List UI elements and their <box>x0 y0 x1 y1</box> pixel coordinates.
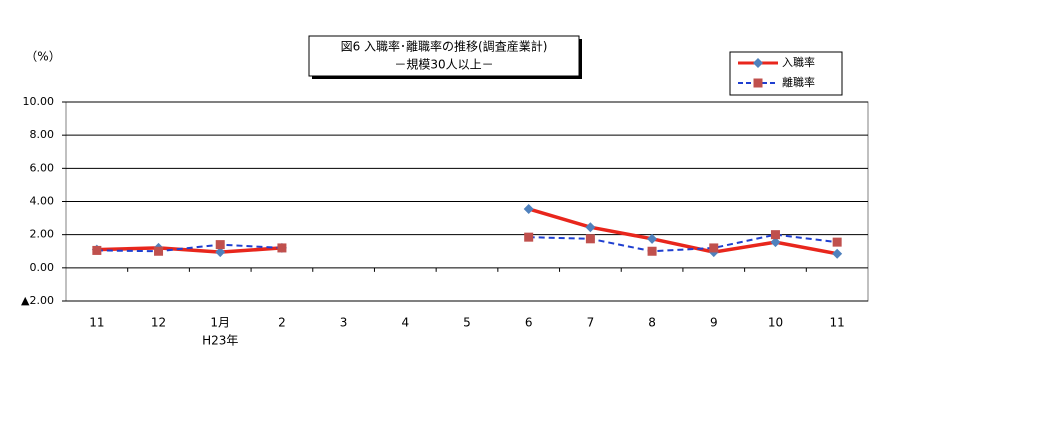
marker <box>832 237 842 247</box>
x-tick-label: 9 <box>710 316 718 330</box>
marker <box>277 243 287 253</box>
title-box <box>308 35 580 77</box>
x-tick-label: 7 <box>587 316 595 330</box>
y-tick-label: 8.00 <box>30 128 55 141</box>
legend-box <box>729 51 843 96</box>
chart-title: 図6 入職率･離職率の推移(調査産業計) <box>341 39 548 54</box>
marker <box>709 243 719 253</box>
y-tick-label: 6.00 <box>30 161 55 174</box>
y-tick-label: 4.00 <box>30 195 55 208</box>
marker <box>215 247 226 258</box>
x-tick-label: 11 <box>830 316 845 330</box>
x-tick-label: 2 <box>278 316 286 330</box>
y-axis-label: （%） <box>25 50 60 64</box>
marker <box>647 233 658 244</box>
x-tick-label: 4 <box>401 316 409 330</box>
y-tick-label: 0.00 <box>30 261 55 274</box>
legend-label: 入職率 <box>782 55 815 69</box>
annotation: H23年 <box>202 334 238 348</box>
x-tick-label: 12 <box>151 316 166 330</box>
y-tick-label: ▲2.00 <box>21 294 54 307</box>
x-tick-label: 1月 <box>210 316 230 330</box>
x-tick-label: 8 <box>648 316 656 330</box>
x-tick-label: 6 <box>525 316 533 330</box>
marker <box>647 246 657 256</box>
y-tick-label: 2.00 <box>30 228 55 241</box>
x-tick-label: 5 <box>463 316 471 330</box>
marker <box>523 203 534 214</box>
marker <box>832 248 843 259</box>
marker <box>215 240 225 250</box>
x-tick-label: 10 <box>768 316 783 330</box>
marker <box>585 234 595 244</box>
marker <box>92 245 102 255</box>
x-tick-label: 11 <box>89 316 104 330</box>
marker <box>524 232 534 242</box>
legend-label: 離職率 <box>782 75 815 89</box>
chart-subtitle: －規模30人以上－ <box>394 57 493 72</box>
marker <box>770 237 781 248</box>
x-tick-label: 3 <box>340 316 348 330</box>
marker <box>154 246 164 256</box>
series-line <box>96 233 838 253</box>
y-tick-label: 10.00 <box>23 95 55 108</box>
marker <box>770 230 780 240</box>
marker <box>753 78 763 88</box>
marker <box>753 58 763 68</box>
series-line <box>96 207 838 256</box>
marker <box>585 222 596 233</box>
